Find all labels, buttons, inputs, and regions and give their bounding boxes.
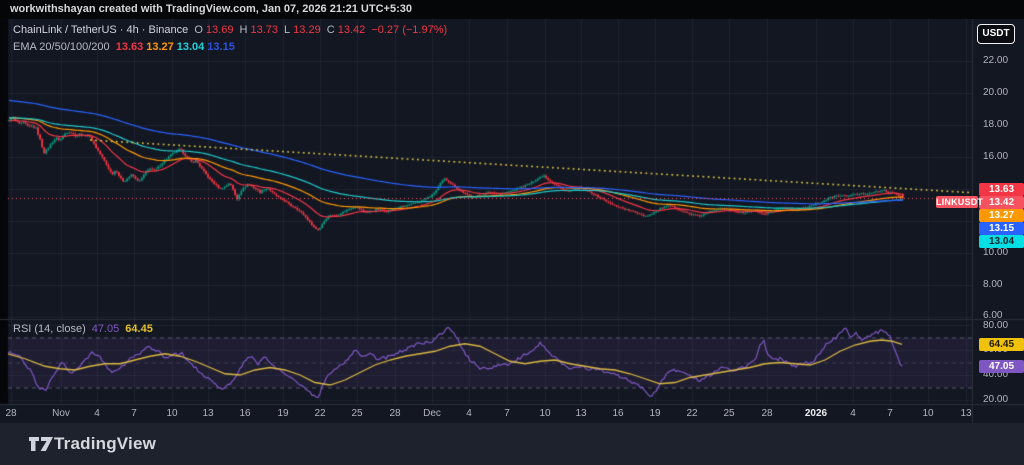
ohlc-high-value: 13.73 [250,24,278,36]
time-axis-label: 7 [131,408,137,419]
ohlc-close-value: 13.42 [337,24,366,36]
price-axis-label: 20.00 [983,87,1009,98]
time-axis-label: 10 [166,408,178,419]
symbol-legend-row: ChainLink / TetherUS · 4h · Binance O 13.… [13,22,450,39]
ema-value-0: 13.63 [115,41,144,53]
ema-value-2: 13.04 [176,41,205,53]
ema-indicator-label[interactable]: EMA 20/50/100/200 [13,41,110,53]
rsi-indicator-label[interactable]: RSI (14, close) [13,323,86,335]
time-axis-label: 19 [277,408,289,419]
time-axis-label: 22 [686,408,698,419]
price-badge-13.04: 13.04 [979,235,1024,248]
time-axis-label: Dec [423,408,441,419]
ema-value-1: 13.27 [146,41,174,53]
time-axis-label: 4 [94,408,100,419]
time-axis-label: 4 [466,408,472,419]
time-axis-label: 25 [351,408,363,419]
time-axis-label: Nov [52,408,70,419]
ohlc-high-label: H [239,24,248,36]
price-badge-13.63: 13.63 [979,183,1024,196]
price-badge-13.42: 13.42 [979,196,1024,209]
price-axis-label: 16.00 [983,151,1009,162]
time-axis-label: 22 [314,408,326,419]
time-axis-label: 10 [922,408,934,419]
time-axis-label: 25 [723,408,735,419]
time-axis-label: 10 [539,408,551,419]
ema-value-3: 13.15 [207,41,235,53]
time-axis-label: 28 [5,408,17,419]
ohlc-open-label: O [194,24,203,36]
symbol-price-pill: LINKUSDT [936,196,984,208]
time-axis-label: 19 [649,408,661,419]
price-axis-label: 10.00 [983,247,1009,258]
ohlc-low-value: 13.29 [293,24,321,36]
symbol-title[interactable]: ChainLink / TetherUS · 4h · Binance [13,24,189,36]
ohlc-open-value: 13.69 [205,24,234,36]
rsi-badge-64.45: 64.45 [979,338,1024,351]
price-badge-13.27: 13.27 [979,209,1024,222]
time-axis-label: 13 [960,408,972,419]
ema-legend-row: EMA 20/50/100/200 13.63 13.27 13.04 13.15 [13,39,450,56]
price-axis-label: 18.00 [983,119,1009,130]
rsi-ma-value: 64.45 [125,323,153,335]
price-axis-label: 8.00 [983,279,1003,290]
time-axis-label: 7 [504,408,510,419]
time-axis-label: 2026 [804,408,828,419]
ema-values: 13.63 13.27 13.04 13.15 [116,41,238,53]
rsi-main-value: 47.05 [91,323,120,335]
price-badge-13.15: 13.15 [979,222,1024,235]
price-axis-label: 20.00 [983,394,1009,405]
time-axis-label: 16 [239,408,251,419]
rsi-badge-47.05: 47.05 [979,360,1024,373]
price-axis-label: 40.00 [983,369,1009,380]
currency-toggle-button[interactable]: USDT [977,24,1015,44]
time-axis-label: 7 [887,408,893,419]
tradingview-logo-icon[interactable] [28,434,54,459]
price-axis-label: 6.00 [983,310,1003,321]
ohlc-low-label: L [284,24,291,36]
time-axis-label: 28 [389,408,401,419]
watermark-note: workwithshayan created with TradingView.… [0,0,1024,19]
time-axis-label: 4 [850,408,856,419]
chart-legend: ChainLink / TetherUS · 4h · Binance O 13.… [13,22,450,56]
price-change-value: −0.27 (−1.97%) [371,24,448,36]
footer-bar: TradingView [0,423,1024,465]
time-axis-label: 13 [575,408,587,419]
time-axis-label: 28 [761,408,773,419]
time-axis-label: 13 [202,408,214,419]
price-axis-label: 22.00 [983,55,1009,66]
ohlc-close-label: C [326,24,335,36]
price-axis-label: 80.00 [983,320,1009,331]
rsi-legend-row: RSI (14, close) 47.05 64.45 [13,323,159,335]
tradingview-wordmark[interactable]: TradingView [54,434,157,453]
time-axis-label: 16 [612,408,624,419]
